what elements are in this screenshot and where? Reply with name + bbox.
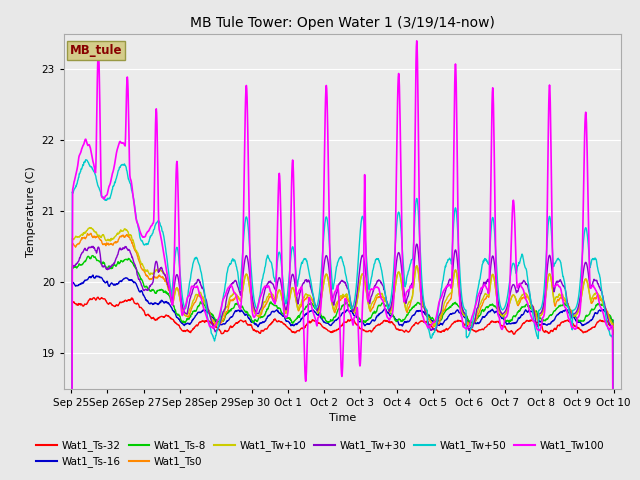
- Line: Wat1_Ts-16: Wat1_Ts-16: [71, 275, 614, 480]
- Legend: Wat1_Ts-32, Wat1_Ts-16, Wat1_Ts-8, Wat1_Ts0, Wat1_Tw+10, Wat1_Tw+30, Wat1_Tw+50,: Wat1_Ts-32, Wat1_Ts-16, Wat1_Ts-8, Wat1_…: [36, 440, 604, 467]
- Wat1_Ts0: [132, 249, 140, 255]
- Y-axis label: Temperature (C): Temperature (C): [26, 166, 36, 257]
- Wat1_Ts0: [309, 298, 317, 304]
- Wat1_Ts-8: [376, 303, 384, 309]
- Wat1_Tw+10: [109, 236, 117, 242]
- Wat1_Ts-8: [309, 302, 317, 308]
- Line: Wat1_Tw+10: Wat1_Tw+10: [71, 228, 614, 480]
- Line: Wat1_Ts-8: Wat1_Ts-8: [71, 255, 614, 480]
- Wat1_Ts-16: [309, 307, 317, 313]
- Wat1_Ts-8: [132, 265, 140, 271]
- Line: Wat1_Tw+50: Wat1_Tw+50: [71, 160, 614, 480]
- Wat1_Tw+30: [376, 277, 384, 283]
- Wat1_Ts-16: [132, 280, 140, 286]
- Wat1_Tw+50: [309, 291, 317, 297]
- Wat1_Tw+10: [319, 287, 326, 293]
- Wat1_Tw+50: [132, 210, 140, 216]
- Line: Wat1_Ts0: Wat1_Ts0: [71, 233, 614, 480]
- Line: Wat1_Ts-32: Wat1_Ts-32: [71, 297, 614, 480]
- Wat1_Ts-16: [89, 272, 97, 278]
- Wat1_Tw100: [319, 270, 326, 276]
- Wat1_Tw+10: [298, 298, 305, 304]
- Wat1_Tw+50: [109, 183, 117, 189]
- Wat1_Ts-16: [319, 317, 326, 323]
- Wat1_Ts-32: [109, 303, 117, 309]
- Wat1_Ts0: [109, 240, 117, 246]
- X-axis label: Time: Time: [329, 413, 356, 423]
- Wat1_Tw+50: [376, 261, 384, 267]
- Wat1_Tw+30: [413, 241, 420, 247]
- Wat1_Ts-16: [109, 282, 117, 288]
- Wat1_Tw100: [298, 284, 305, 290]
- Wat1_Tw100: [413, 38, 420, 44]
- Wat1_Ts-32: [298, 325, 305, 331]
- Wat1_Tw+50: [82, 157, 90, 163]
- Wat1_Tw+30: [131, 263, 139, 268]
- Wat1_Ts-16: [298, 316, 305, 322]
- Wat1_Ts-32: [132, 300, 140, 306]
- Title: MB Tule Tower: Open Water 1 (3/19/14-now): MB Tule Tower: Open Water 1 (3/19/14-now…: [190, 16, 495, 30]
- Wat1_Tw+10: [132, 247, 140, 253]
- Wat1_Ts-8: [298, 309, 305, 314]
- Wat1_Tw100: [109, 168, 117, 174]
- Wat1_Tw100: [308, 308, 316, 313]
- Wat1_Tw+10: [309, 299, 317, 304]
- Wat1_Tw+30: [308, 291, 316, 297]
- Wat1_Ts0: [319, 287, 326, 293]
- Wat1_Ts-8: [319, 315, 326, 321]
- Wat1_Tw+10: [376, 291, 384, 297]
- Wat1_Ts-8: [88, 252, 96, 258]
- Wat1_Ts-32: [94, 294, 102, 300]
- Wat1_Tw100: [131, 210, 139, 216]
- Wat1_Tw+30: [319, 278, 326, 284]
- Wat1_Ts-32: [376, 322, 384, 327]
- Wat1_Tw+50: [319, 249, 326, 254]
- Wat1_Ts-8: [109, 263, 117, 268]
- Line: Wat1_Tw+30: Wat1_Tw+30: [71, 244, 614, 480]
- Wat1_Ts-32: [319, 324, 326, 330]
- Wat1_Tw+10: [86, 225, 93, 230]
- Wat1_Tw+30: [298, 286, 305, 291]
- Wat1_Ts0: [87, 230, 95, 236]
- Wat1_Ts-16: [376, 310, 384, 316]
- Wat1_Ts0: [376, 293, 384, 299]
- Wat1_Ts0: [298, 302, 305, 308]
- Wat1_Tw+30: [109, 262, 117, 267]
- Text: MB_tule: MB_tule: [70, 44, 122, 57]
- Wat1_Tw+50: [298, 259, 305, 265]
- Wat1_Ts-32: [309, 317, 317, 323]
- Line: Wat1_Tw100: Wat1_Tw100: [71, 41, 614, 480]
- Wat1_Tw100: [376, 290, 384, 296]
